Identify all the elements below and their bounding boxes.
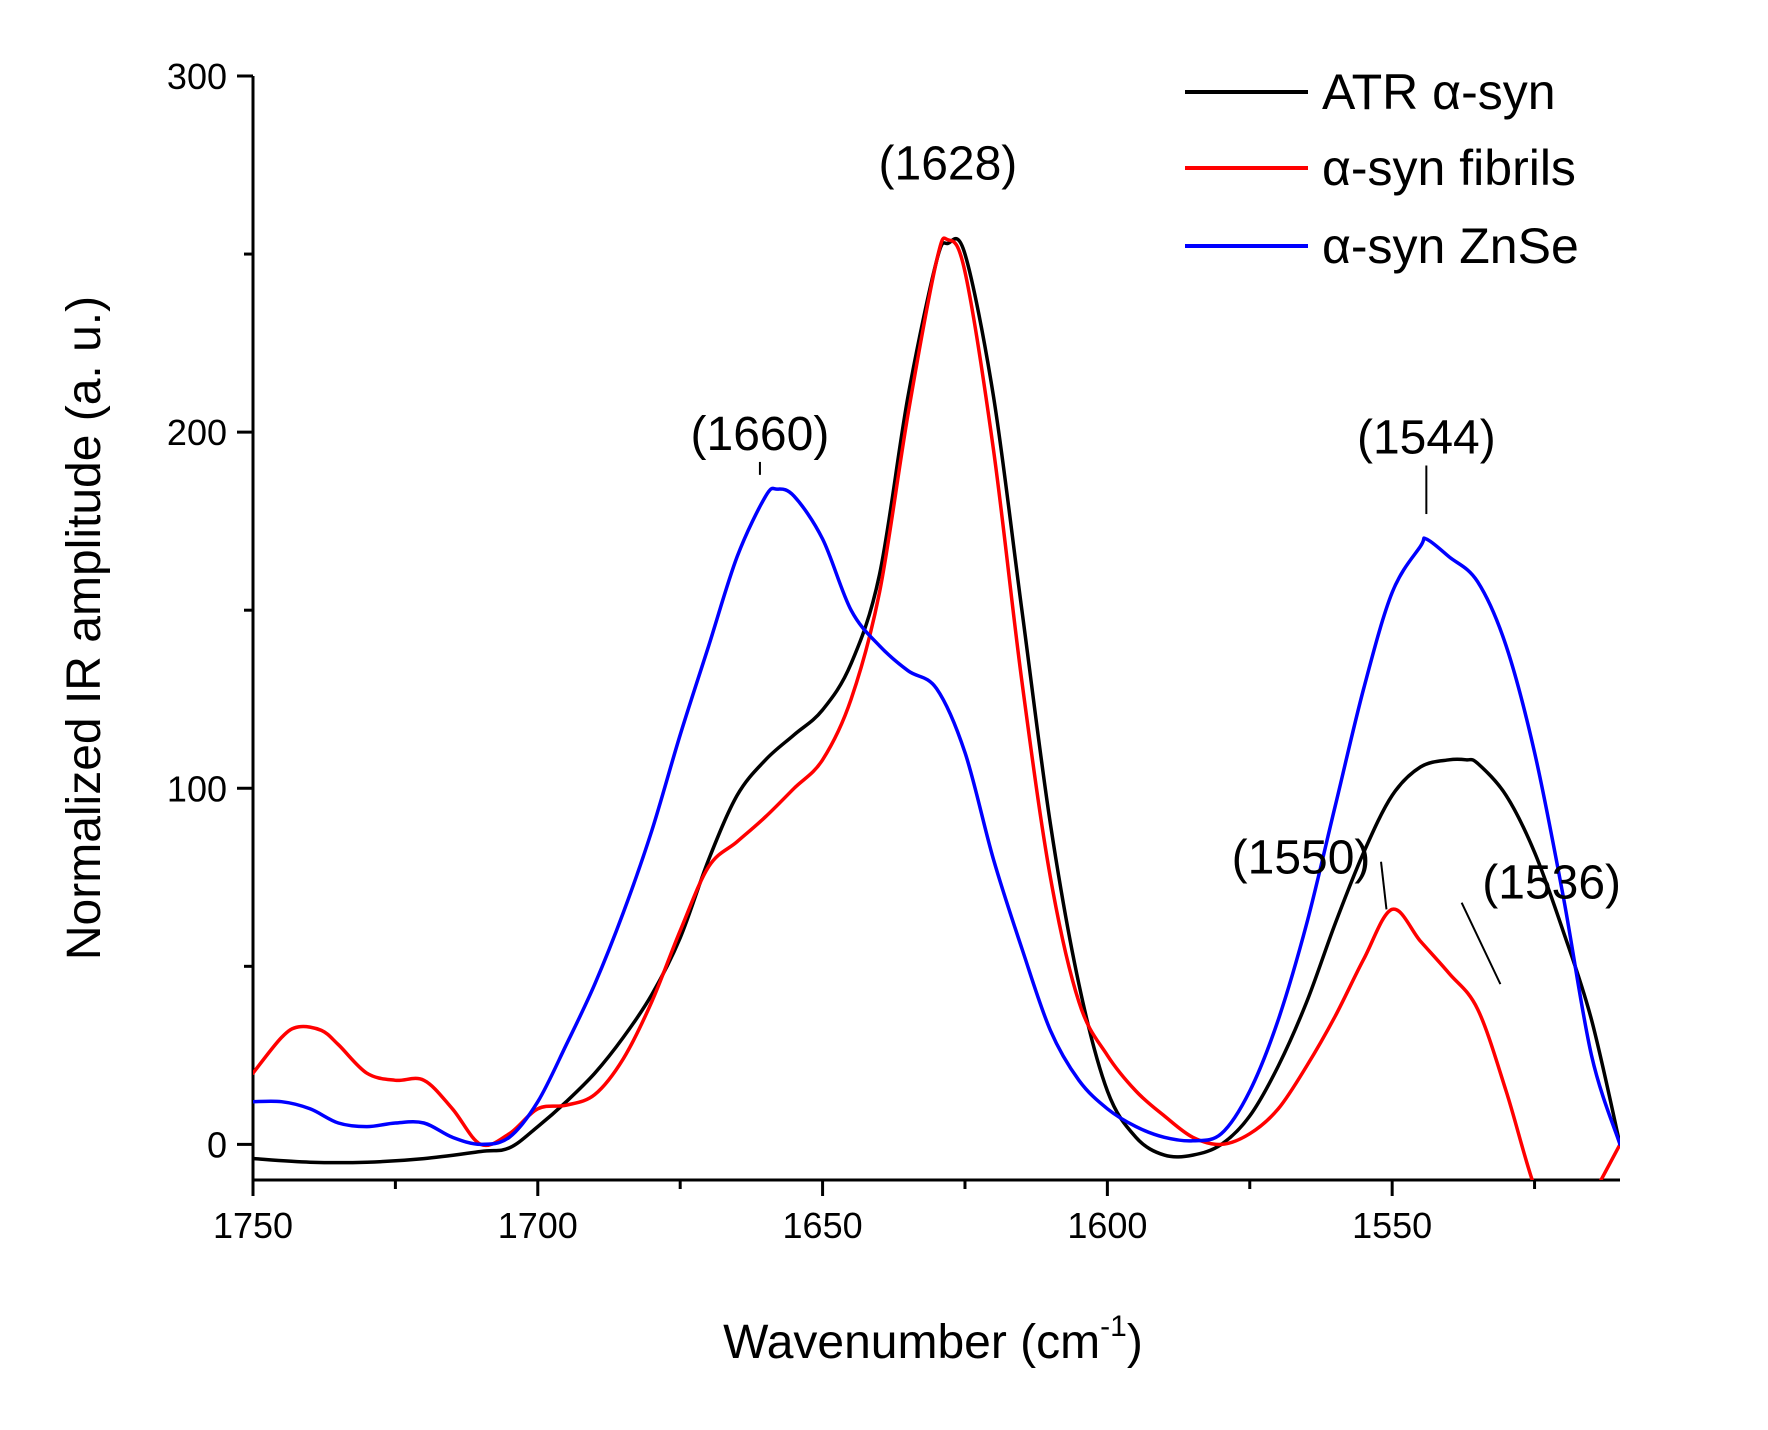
- peak-label: (1660): [691, 408, 830, 461]
- series-line: [253, 236, 1620, 1165]
- peak-pointer: [1460, 902, 1502, 985]
- peak-label: (1628): [879, 137, 1018, 190]
- x-tick-label: 1600: [1067, 1205, 1147, 1246]
- peak-label: (1550): [1232, 832, 1371, 885]
- y-axis-title: Normalized IR amplitude (a. u.): [58, 296, 111, 960]
- legend-label: α-syn ZnSe: [1322, 218, 1579, 274]
- x-axis-title: Wavenumber (cm-1): [723, 1310, 1143, 1369]
- x-axis-title-superscript: -1: [1100, 1310, 1127, 1343]
- series-line: [253, 486, 1620, 1147]
- x-tick-label: 1650: [783, 1205, 863, 1246]
- y-tick-label: 100: [167, 768, 227, 809]
- axes: 1750 1700 1650 1600 1550 0 100 200 300: [167, 56, 1620, 1246]
- y-tick-label: 0: [207, 1124, 227, 1165]
- legend: ATR α-syn α-syn fibrils α-syn ZnSe: [1185, 64, 1579, 274]
- series-layer: [253, 236, 1620, 1180]
- legend-label: α-syn fibrils: [1322, 140, 1576, 196]
- peak-pointer: [1380, 861, 1388, 910]
- peak-label: (1536): [1482, 857, 1621, 910]
- peak-label: (1544): [1357, 411, 1496, 464]
- x-tick-label: 1550: [1352, 1205, 1432, 1246]
- legend-label: ATR α-syn: [1322, 64, 1556, 120]
- y-tick-label: 300: [167, 56, 227, 97]
- x-tick-label: 1750: [213, 1205, 293, 1246]
- x-tick-label: 1700: [498, 1205, 578, 1246]
- y-tick-label: 200: [167, 412, 227, 453]
- annotations: (1660) (1628) (1544) (1550) (1536): [691, 137, 1621, 985]
- series-line: [253, 236, 1620, 1180]
